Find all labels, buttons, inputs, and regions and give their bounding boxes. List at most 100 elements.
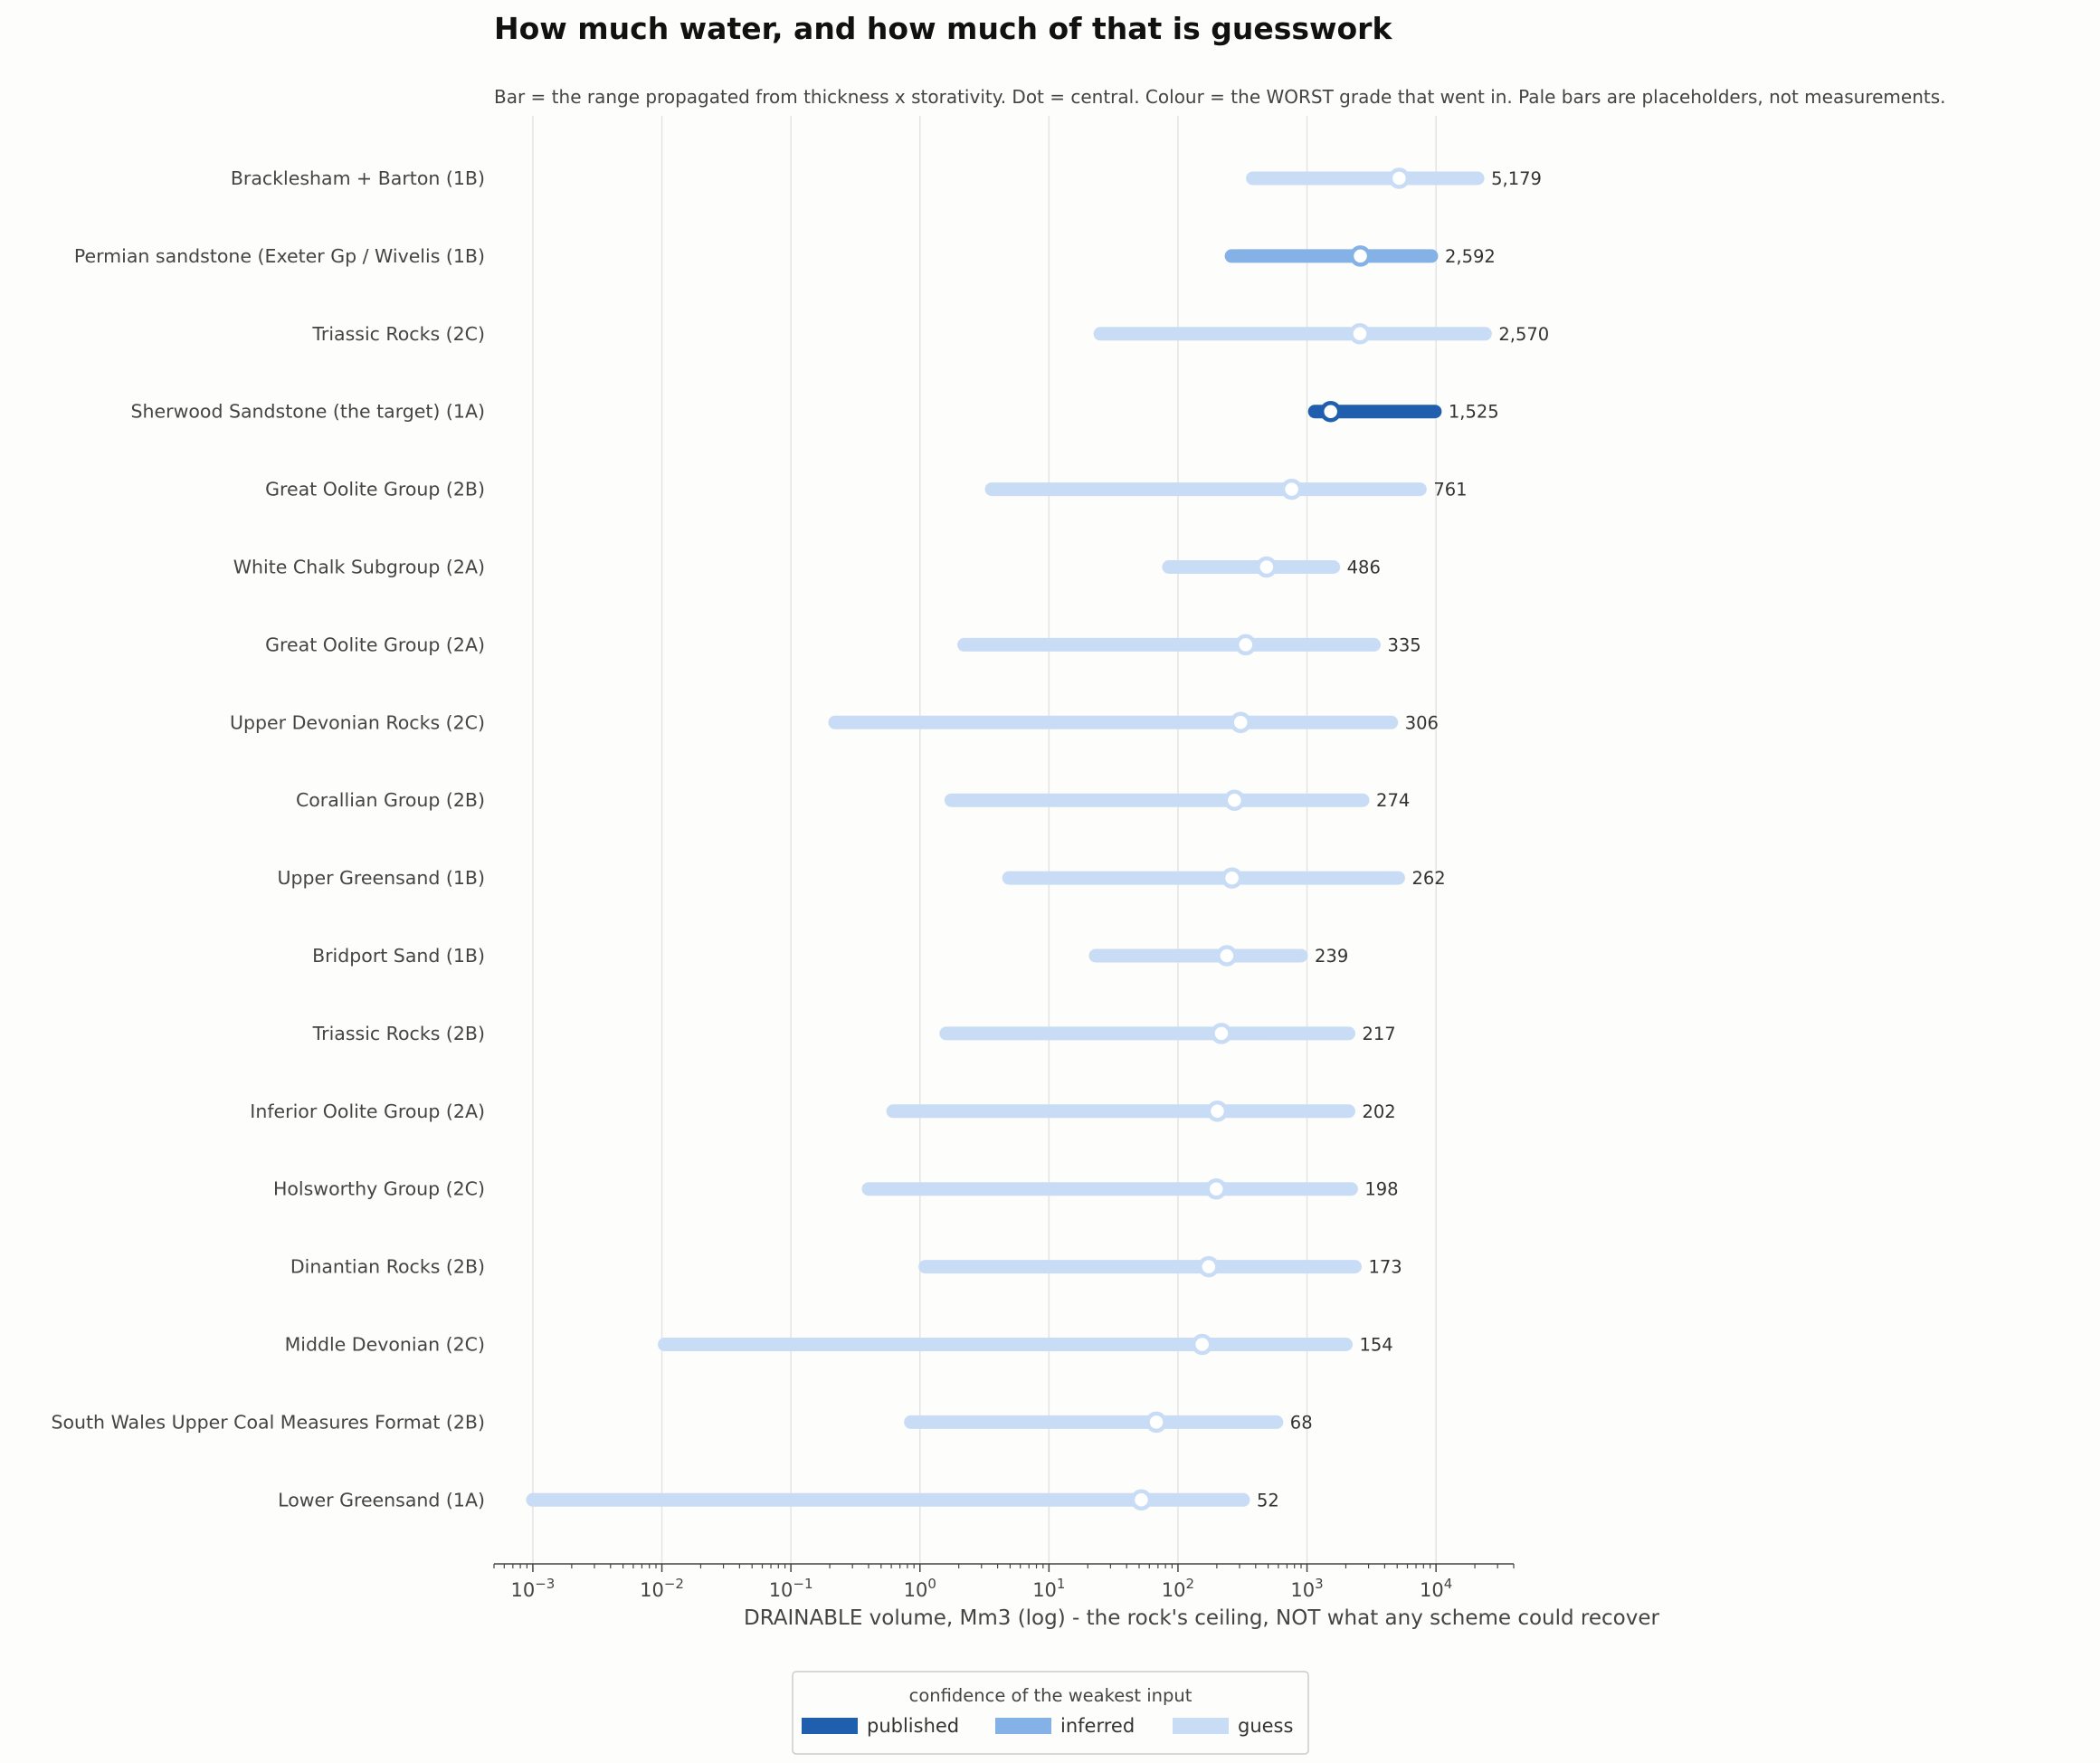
- row: Holsworthy Group (2C) 198: [273, 1178, 1399, 1200]
- row: Lower Greensand (1A) 52: [278, 1489, 1279, 1510]
- tick-label: 104: [1420, 1576, 1452, 1601]
- legend-swatch: [802, 1718, 858, 1734]
- row: Middle Devonian (2C) 154: [285, 1334, 1393, 1356]
- category-label: Bridport Sand (1B): [312, 945, 485, 967]
- value-label: 173: [1368, 1257, 1402, 1278]
- tick-label: 10−2: [640, 1576, 684, 1601]
- legend-swatch: [995, 1718, 1051, 1734]
- central-dot: [1223, 789, 1246, 811]
- row: Dinantian Rocks (2B) 173: [290, 1256, 1402, 1278]
- category-label: Holsworthy Group (2C): [273, 1178, 485, 1200]
- row: Corallian Group (2B) 274: [296, 789, 1410, 811]
- central-dot: [1349, 245, 1372, 267]
- tick-label: 10−1: [769, 1576, 813, 1601]
- row: Sherwood Sandstone (the target) (1A) 1,52…: [131, 401, 1499, 423]
- central-dot: [1319, 400, 1342, 423]
- central-dot: [1216, 945, 1238, 967]
- category-label: Permian sandstone (Exeter Gp / Wivelis (…: [74, 245, 485, 267]
- central-dot: [1349, 323, 1371, 345]
- legend-item: published: [802, 1715, 959, 1737]
- central-dot: [1191, 1333, 1213, 1356]
- tick-label: 101: [1032, 1576, 1065, 1601]
- value-label: 262: [1411, 868, 1445, 889]
- category-label: South Wales Upper Coal Measures Format (…: [51, 1411, 485, 1433]
- legend-item: inferred: [995, 1715, 1135, 1737]
- range-bars: Bracklesham + Barton (1B) 5,179 Permian sa…: [51, 167, 1549, 1510]
- x-axis-label: DRAINABLE volume, Mm3 (log) - the rock's…: [744, 1606, 1659, 1630]
- value-label: 154: [1359, 1335, 1392, 1356]
- legend-label: published: [867, 1715, 959, 1737]
- row: Permian sandstone (Exeter Gp / Wivelis (…: [74, 245, 1496, 267]
- category-label: Upper Greensand (1B): [277, 867, 485, 889]
- tick-label: 102: [1162, 1576, 1194, 1601]
- value-label: 5,179: [1491, 168, 1542, 189]
- legend-label: guess: [1238, 1715, 1293, 1737]
- legend-label: inferred: [1060, 1715, 1135, 1737]
- central-dot: [1221, 867, 1243, 889]
- central-dot: [1211, 1023, 1232, 1044]
- value-label: 1,525: [1449, 402, 1499, 423]
- value-label: 202: [1362, 1101, 1395, 1122]
- row: Bridport Sand (1B) 239: [312, 945, 1348, 967]
- category-label: Great Oolite Group (2A): [265, 634, 485, 655]
- category-label: Inferior Oolite Group (2A): [250, 1101, 485, 1122]
- value-label: 198: [1364, 1179, 1398, 1200]
- category-label: Corallian Group (2B): [296, 789, 485, 811]
- row: Triassic Rocks (2C) 2,570: [311, 323, 1549, 345]
- x-axis: 10−3 10−2 10−1 100 101 102 103 104: [493, 1563, 1515, 1601]
- legend: confidence of the weakest input publishe…: [792, 1671, 1309, 1755]
- legend-item: guess: [1173, 1715, 1293, 1737]
- category-label: Triassic Rocks (2B): [312, 1023, 485, 1044]
- central-dot: [1198, 1255, 1220, 1278]
- tick-label: 103: [1290, 1576, 1323, 1601]
- row: Triassic Rocks (2B) 217: [312, 1023, 1396, 1044]
- legend-title: confidence of the weakest input: [909, 1685, 1193, 1706]
- value-label: 2,592: [1445, 246, 1496, 267]
- legend-items: published inferred guess: [802, 1715, 1293, 1737]
- tick-label: 100: [904, 1576, 936, 1601]
- tick-label: 10−3: [510, 1576, 555, 1601]
- category-label: Middle Devonian (2C): [285, 1334, 485, 1356]
- value-label: 274: [1376, 790, 1410, 811]
- value-label: 335: [1387, 634, 1421, 655]
- category-label: Dinantian Rocks (2B): [290, 1256, 485, 1278]
- row: Upper Devonian Rocks (2C) 306: [230, 711, 1439, 733]
- value-label: 68: [1290, 1412, 1313, 1433]
- grid-lines: [532, 116, 1437, 1564]
- central-dot: [1205, 1177, 1227, 1200]
- category-label: Lower Greensand (1A): [278, 1489, 485, 1510]
- chart-subtitle: Bar = the range propagated from thicknes…: [494, 86, 1946, 108]
- row: Upper Greensand (1B) 262: [277, 867, 1445, 889]
- row: Inferior Oolite Group (2A) 202: [250, 1101, 1395, 1122]
- chart-title: How much water, and how much of that is …: [494, 11, 1392, 46]
- central-dot: [1206, 1101, 1229, 1122]
- row: Bracklesham + Barton (1B) 5,179: [231, 167, 1542, 189]
- row: Great Oolite Group (2A) 335: [265, 634, 1421, 655]
- central-dot: [1230, 711, 1251, 734]
- category-label: White Chalk Subgroup (2A): [233, 557, 485, 578]
- value-label: 2,570: [1498, 324, 1549, 345]
- category-label: Sherwood Sandstone (the target) (1A): [131, 401, 485, 423]
- central-dot: [1145, 1411, 1167, 1434]
- central-dot: [1388, 167, 1411, 189]
- central-dot: [1280, 478, 1303, 500]
- value-label: 217: [1362, 1024, 1395, 1044]
- central-dot: [1256, 556, 1278, 578]
- row: Great Oolite Group (2B) 761: [265, 479, 1467, 500]
- legend-frame: [792, 1671, 1309, 1755]
- value-label: 486: [1347, 557, 1381, 578]
- category-label: Triassic Rocks (2C): [311, 323, 485, 345]
- category-label: Great Oolite Group (2B): [265, 479, 485, 500]
- central-dot: [1130, 1489, 1153, 1511]
- value-label: 52: [1257, 1490, 1279, 1510]
- category-label: Bracklesham + Barton (1B): [231, 167, 485, 189]
- central-dot: [1235, 634, 1257, 656]
- value-label: 761: [1433, 480, 1467, 500]
- category-label: Upper Devonian Rocks (2C): [230, 711, 485, 733]
- legend-swatch: [1173, 1718, 1229, 1734]
- row: White Chalk Subgroup (2A) 486: [233, 557, 1381, 578]
- value-label: 239: [1315, 946, 1348, 967]
- value-label: 306: [1405, 712, 1439, 733]
- row: South Wales Upper Coal Measures Format (…: [51, 1411, 1312, 1433]
